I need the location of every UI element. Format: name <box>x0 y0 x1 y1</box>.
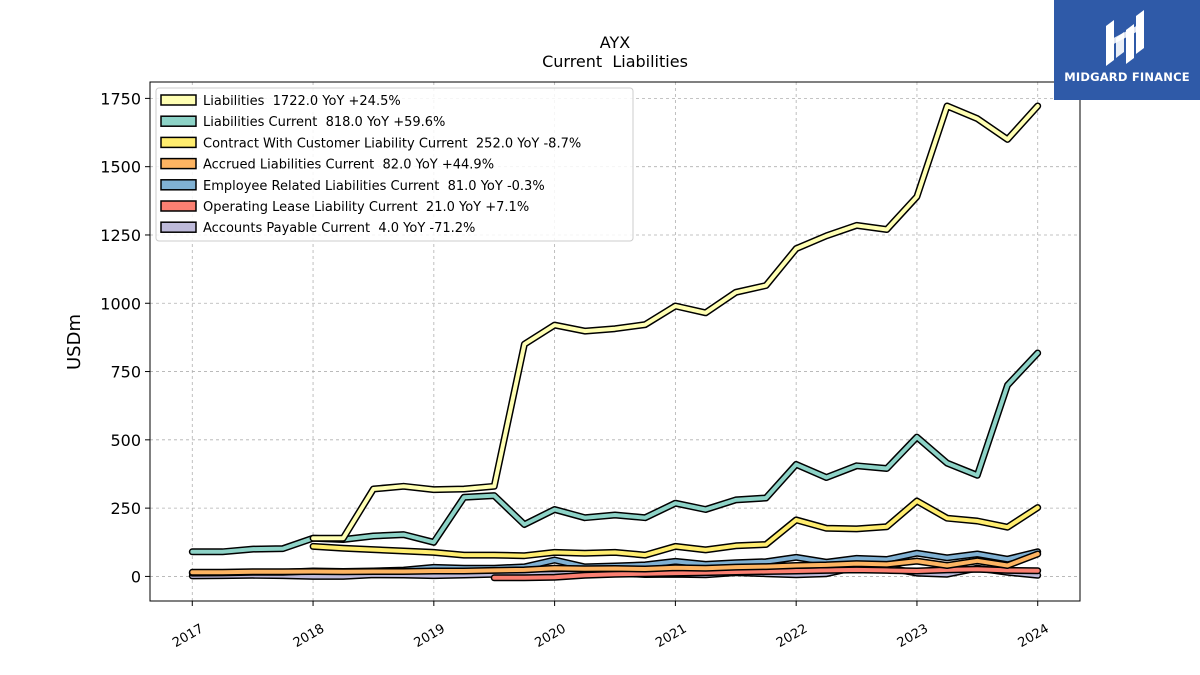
series-line-operating-lease-liability-current <box>492 567 1040 580</box>
legend-swatch <box>160 179 197 191</box>
chart-subtitle: Current Liabilities <box>542 52 688 71</box>
x-tick-label: 2020 <box>532 621 568 651</box>
y-tick-label: 1500 <box>100 158 141 177</box>
series-line-contract-with-customer-liability-current <box>311 499 1040 558</box>
brand-logo: MIDGARD FINANCE <box>1054 0 1200 100</box>
y-tick-label: 1000 <box>100 294 141 313</box>
series-line-liabilities-current <box>190 351 1040 554</box>
y-tick-label: 750 <box>110 363 141 382</box>
legend-label: Liabilities Current 818.0 YoY +59.6% <box>203 115 445 130</box>
y-tick-label: 1250 <box>100 226 141 245</box>
legend: Liabilities 1722.0 YoY +24.5% Liabilities… <box>155 87 634 242</box>
legend-swatch <box>160 94 197 106</box>
series-outline-liabilities-current <box>188 349 1042 556</box>
legend-label: Employee Related Liabilities Current 81.… <box>203 179 545 194</box>
legend-swatch <box>160 200 197 212</box>
legend-label: Operating Lease Liability Current 21.0 Y… <box>203 200 529 215</box>
legend-label: Accounts Payable Current 4.0 YoY -71.2% <box>203 221 475 236</box>
x-tick-label: 2023 <box>895 621 931 651</box>
midgard-logo-icon <box>1106 10 1144 66</box>
y-axis-label: USDm <box>64 314 85 370</box>
x-tick-label: 2021 <box>653 621 689 651</box>
chart-title: AYX <box>600 33 630 52</box>
y-tick-label: 250 <box>110 499 141 518</box>
y-axis: 0 250 500 750 1000 1250 1500 1750 <box>100 89 150 586</box>
series-layer <box>188 102 1042 582</box>
series-line-accrued-liabilities-current <box>190 552 1040 575</box>
legend-swatch <box>160 157 197 170</box>
y-tick-label: 1750 <box>100 89 141 108</box>
plot-frame <box>149 81 1081 602</box>
legend-label: Contract With Customer Liability Current… <box>203 136 581 151</box>
y-tick-label: 0 <box>131 567 141 586</box>
x-tick-label: 2017 <box>170 621 206 651</box>
x-axis: 2017 2018 2019 2020 2021 2022 2023 2024 <box>170 601 1052 651</box>
legend-label: Accrued Liabilities Current 82.0 YoY +44… <box>203 158 494 173</box>
x-tick-label: 2024 <box>1016 621 1052 651</box>
legend-swatch <box>160 115 197 127</box>
legend-label: Liabilities 1722.0 YoY +24.5% <box>203 94 401 109</box>
series-line-liabilities <box>311 104 1040 541</box>
brand-name: MIDGARD FINANCE <box>1064 70 1190 84</box>
legend-swatch <box>160 221 197 233</box>
x-tick-label: 2019 <box>412 621 448 651</box>
y-tick-label: 500 <box>110 431 141 450</box>
legend-swatch <box>160 136 197 149</box>
legend-box <box>155 87 634 242</box>
x-tick-label: 2022 <box>774 621 810 651</box>
x-tick-label: 2018 <box>291 621 327 651</box>
